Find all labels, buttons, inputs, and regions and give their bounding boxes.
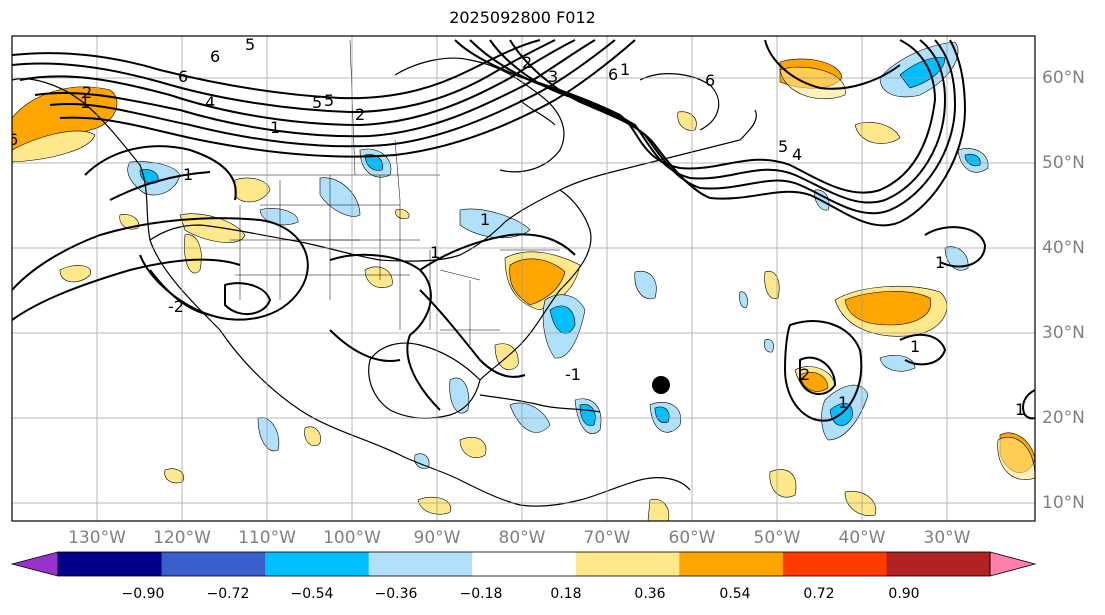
contour-label: 1 xyxy=(480,210,490,229)
colorbar-tick: −0.54 xyxy=(290,586,334,602)
contour-label: -1 xyxy=(565,365,581,384)
lon-label: 70°W xyxy=(583,528,631,548)
lon-label: 90°W xyxy=(413,528,461,548)
contour-label: 2 xyxy=(355,105,365,124)
contour-label: 1 xyxy=(183,165,193,184)
contour-label: 1 xyxy=(935,253,945,272)
contour-label: 1 xyxy=(620,60,630,79)
colorbar-tick: 0.36 xyxy=(634,586,666,602)
colorbar-tick: −0.18 xyxy=(459,586,503,602)
colorbar-segment xyxy=(575,552,680,576)
colorbar-tick: −0.36 xyxy=(374,586,418,602)
contour-label: 6 xyxy=(8,130,18,149)
contour-label: 1 xyxy=(270,118,280,137)
colorbar-segment xyxy=(161,552,266,576)
lon-label: 100°W xyxy=(323,528,381,548)
colorbar-extend-min xyxy=(10,551,59,577)
graticule xyxy=(12,36,1035,521)
anomaly-shading xyxy=(12,41,1035,521)
colorbar-tick: 0.18 xyxy=(550,586,582,602)
contour-label: 6 xyxy=(705,71,715,90)
contour-label: 6 xyxy=(178,67,188,86)
lon-label: 120°W xyxy=(153,528,211,548)
colorbar-tick: −0.72 xyxy=(206,586,250,602)
lat-label: 60°N xyxy=(1042,68,1085,88)
lon-label: 130°W xyxy=(68,528,126,548)
colorbar-border xyxy=(57,551,991,577)
lon-label: 80°W xyxy=(498,528,546,548)
lat-label: 50°N xyxy=(1042,153,1085,173)
state-borders xyxy=(230,39,560,345)
colorbar-segment xyxy=(782,552,887,576)
lon-label: 50°W xyxy=(753,528,801,548)
contour-label: 5 xyxy=(778,137,788,156)
contour-label: 6 xyxy=(608,65,618,84)
contour-label: 1 xyxy=(910,337,920,356)
storm-center-dot xyxy=(652,376,670,394)
colorbar-tick: −0.90 xyxy=(121,586,165,602)
lon-label: 110°W xyxy=(238,528,296,548)
colorbar-tick: 0.72 xyxy=(803,586,835,602)
lon-label: 30°W xyxy=(923,528,971,548)
contour-label: 1 xyxy=(1015,400,1025,419)
colorbar-segment xyxy=(886,552,991,576)
contour-label: 4 xyxy=(205,93,215,112)
map-border xyxy=(11,35,1036,522)
lon-label: 40°W xyxy=(838,528,886,548)
contour-label: 5 xyxy=(245,35,255,54)
colorbar-segment xyxy=(679,552,784,576)
colorbar-extend-max xyxy=(989,551,1037,577)
colorbar-segment xyxy=(265,552,370,576)
contour-label: 4 xyxy=(792,145,802,164)
lat-label: 40°N xyxy=(1042,238,1085,258)
contour-label: 1 xyxy=(838,393,848,412)
colorbar xyxy=(10,551,1037,577)
colorbar-tick: 0.90 xyxy=(888,586,920,602)
contour-label: 5 xyxy=(324,91,334,110)
contour-lines xyxy=(12,39,1035,422)
contour-label: 2 xyxy=(800,365,810,384)
map-title: 2025092800 F012 xyxy=(449,8,596,27)
contour-label: 2 xyxy=(82,83,92,102)
colorbar-segment xyxy=(368,552,473,576)
lat-label: 20°N xyxy=(1042,408,1085,428)
contour-label: 6 xyxy=(210,47,220,66)
lon-label: 60°W xyxy=(668,528,716,548)
lat-label: 10°N xyxy=(1042,493,1085,513)
contour-label: 5 xyxy=(312,93,322,112)
colorbar-segment xyxy=(58,552,163,576)
colorbar-tick: 0.54 xyxy=(719,586,751,602)
contour-label: -2 xyxy=(168,297,184,316)
contour-label-group: 6 5 6 5 4 1 2 1 2 6 5 4 6 6 5 3 2 1 1 1 … xyxy=(8,35,1025,419)
contour-label: 1 xyxy=(80,93,90,112)
contour-label: 1 xyxy=(430,243,440,262)
lat-label: 30°N xyxy=(1042,323,1085,343)
weather-map: 6 5 6 5 4 1 2 1 2 6 5 4 6 6 5 3 2 1 1 1 … xyxy=(8,35,1036,522)
colorbar-segment xyxy=(472,552,577,576)
contour-label: 2 xyxy=(522,53,532,72)
contour-label: 3 xyxy=(548,67,558,86)
